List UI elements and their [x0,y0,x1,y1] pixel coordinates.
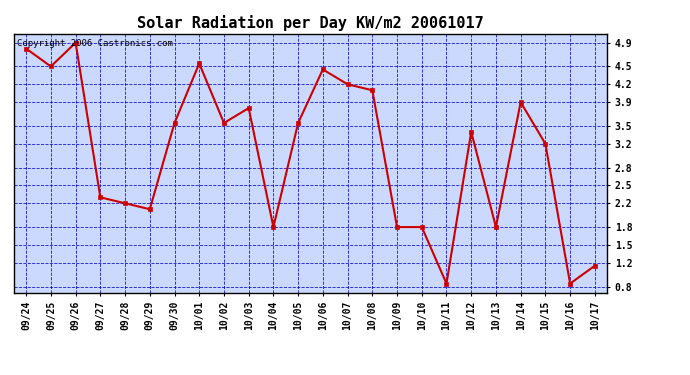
Title: Solar Radiation per Day KW/m2 20061017: Solar Radiation per Day KW/m2 20061017 [137,15,484,31]
Text: Copyright 2006 Castronics.com: Copyright 2006 Castronics.com [17,39,172,48]
